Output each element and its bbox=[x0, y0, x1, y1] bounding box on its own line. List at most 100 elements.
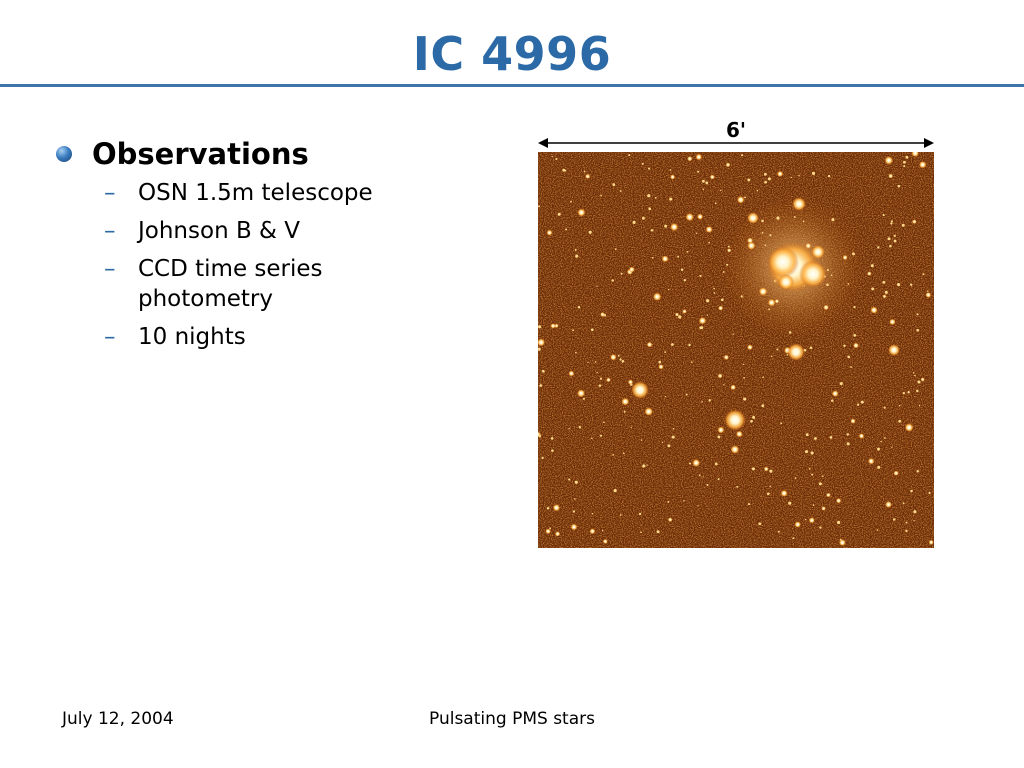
star bbox=[585, 173, 591, 179]
star bbox=[884, 156, 894, 165]
scale-label: 6' bbox=[725, 118, 747, 142]
star bbox=[761, 404, 765, 408]
star bbox=[647, 194, 651, 198]
star bbox=[928, 539, 934, 545]
star bbox=[730, 445, 740, 454]
star bbox=[722, 271, 725, 273]
star bbox=[661, 255, 669, 263]
star bbox=[641, 162, 644, 165]
star bbox=[916, 389, 919, 393]
star bbox=[717, 478, 720, 481]
star bbox=[898, 404, 901, 407]
star bbox=[554, 531, 561, 537]
star bbox=[702, 179, 705, 183]
star bbox=[810, 451, 814, 455]
star bbox=[646, 464, 648, 466]
star bbox=[736, 195, 745, 204]
star bbox=[902, 391, 906, 395]
star bbox=[903, 165, 906, 168]
star bbox=[769, 469, 773, 473]
star bbox=[668, 288, 670, 291]
star bbox=[904, 423, 914, 432]
sub-bullet-text: Johnson B & V bbox=[138, 218, 301, 244]
star bbox=[778, 274, 794, 290]
star bbox=[646, 341, 653, 348]
star bbox=[598, 384, 602, 387]
star bbox=[591, 512, 594, 515]
star bbox=[788, 331, 792, 334]
sub-bullet-text: OSN 1.5m telescope bbox=[138, 180, 373, 206]
star bbox=[706, 483, 709, 487]
star bbox=[658, 364, 664, 370]
star bbox=[638, 512, 642, 516]
star bbox=[603, 421, 605, 424]
star bbox=[853, 334, 857, 337]
star bbox=[747, 241, 756, 250]
star bbox=[685, 393, 688, 396]
star bbox=[650, 229, 654, 232]
star bbox=[918, 160, 927, 169]
star bbox=[767, 177, 771, 181]
star bbox=[770, 355, 773, 358]
star bbox=[702, 188, 705, 191]
star bbox=[751, 467, 755, 471]
star bbox=[574, 498, 576, 500]
star bbox=[877, 447, 880, 451]
star bbox=[876, 529, 879, 531]
star bbox=[726, 263, 729, 266]
star bbox=[640, 531, 642, 534]
star bbox=[683, 500, 685, 502]
star bbox=[664, 395, 667, 398]
sub-bullet-item: – OSN 1.5m telescope bbox=[104, 178, 424, 208]
star bbox=[723, 354, 730, 361]
star bbox=[903, 160, 906, 164]
star bbox=[891, 446, 893, 449]
star bbox=[866, 271, 872, 276]
star bbox=[680, 268, 684, 271]
star bbox=[685, 212, 694, 222]
star bbox=[538, 325, 542, 329]
star bbox=[856, 403, 860, 406]
star bbox=[892, 518, 896, 521]
star bbox=[574, 480, 578, 484]
star bbox=[661, 441, 664, 444]
star bbox=[730, 384, 736, 391]
star bbox=[744, 196, 747, 199]
star bbox=[652, 292, 662, 301]
star bbox=[763, 172, 767, 176]
star bbox=[905, 529, 908, 533]
star bbox=[700, 326, 704, 329]
star bbox=[621, 397, 630, 406]
star bbox=[838, 539, 846, 547]
star bbox=[577, 208, 586, 217]
star bbox=[910, 489, 913, 493]
star bbox=[761, 219, 764, 223]
star bbox=[619, 514, 622, 516]
star bbox=[829, 435, 833, 440]
star bbox=[539, 384, 543, 387]
star bbox=[916, 328, 919, 332]
star bbox=[678, 315, 682, 319]
star bbox=[670, 174, 676, 180]
star bbox=[811, 171, 816, 175]
star bbox=[914, 374, 916, 377]
star bbox=[568, 428, 570, 430]
star bbox=[812, 504, 815, 506]
star bbox=[805, 433, 809, 437]
star bbox=[870, 306, 878, 314]
star bbox=[577, 389, 586, 398]
star bbox=[717, 426, 725, 434]
star bbox=[818, 482, 822, 486]
star bbox=[774, 298, 780, 304]
star bbox=[565, 228, 568, 231]
star bbox=[853, 305, 856, 309]
star bbox=[880, 440, 882, 443]
star bbox=[799, 260, 827, 288]
star bbox=[667, 500, 670, 503]
double-arrow-icon bbox=[538, 138, 934, 148]
star bbox=[819, 526, 822, 529]
star bbox=[764, 180, 767, 184]
stars-group bbox=[538, 152, 934, 547]
star bbox=[912, 372, 915, 374]
star bbox=[888, 173, 894, 179]
